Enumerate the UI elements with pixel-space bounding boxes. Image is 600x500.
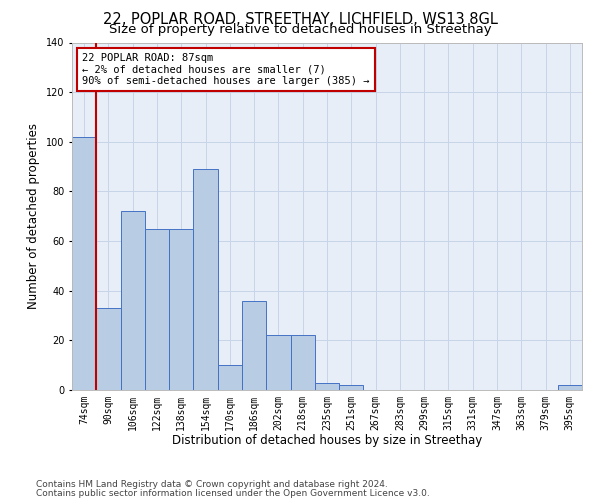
Bar: [193, 169, 218, 390]
Bar: [121, 212, 145, 390]
Bar: [218, 365, 242, 390]
Bar: [315, 382, 339, 390]
Bar: [145, 228, 169, 390]
Bar: [290, 336, 315, 390]
Bar: [96, 308, 121, 390]
Text: Contains HM Land Registry data © Crown copyright and database right 2024.: Contains HM Land Registry data © Crown c…: [36, 480, 388, 489]
Bar: [169, 228, 193, 390]
Bar: [339, 385, 364, 390]
Text: Contains public sector information licensed under the Open Government Licence v3: Contains public sector information licen…: [36, 488, 430, 498]
X-axis label: Distribution of detached houses by size in Streethay: Distribution of detached houses by size …: [172, 434, 482, 448]
Text: Size of property relative to detached houses in Streethay: Size of property relative to detached ho…: [109, 22, 491, 36]
Text: 22 POPLAR ROAD: 87sqm
← 2% of detached houses are smaller (7)
90% of semi-detach: 22 POPLAR ROAD: 87sqm ← 2% of detached h…: [82, 53, 370, 86]
Bar: [242, 300, 266, 390]
Bar: [266, 336, 290, 390]
Bar: [558, 385, 582, 390]
Text: 22, POPLAR ROAD, STREETHAY, LICHFIELD, WS13 8GL: 22, POPLAR ROAD, STREETHAY, LICHFIELD, W…: [103, 12, 497, 28]
Bar: [72, 137, 96, 390]
Y-axis label: Number of detached properties: Number of detached properties: [28, 123, 40, 309]
